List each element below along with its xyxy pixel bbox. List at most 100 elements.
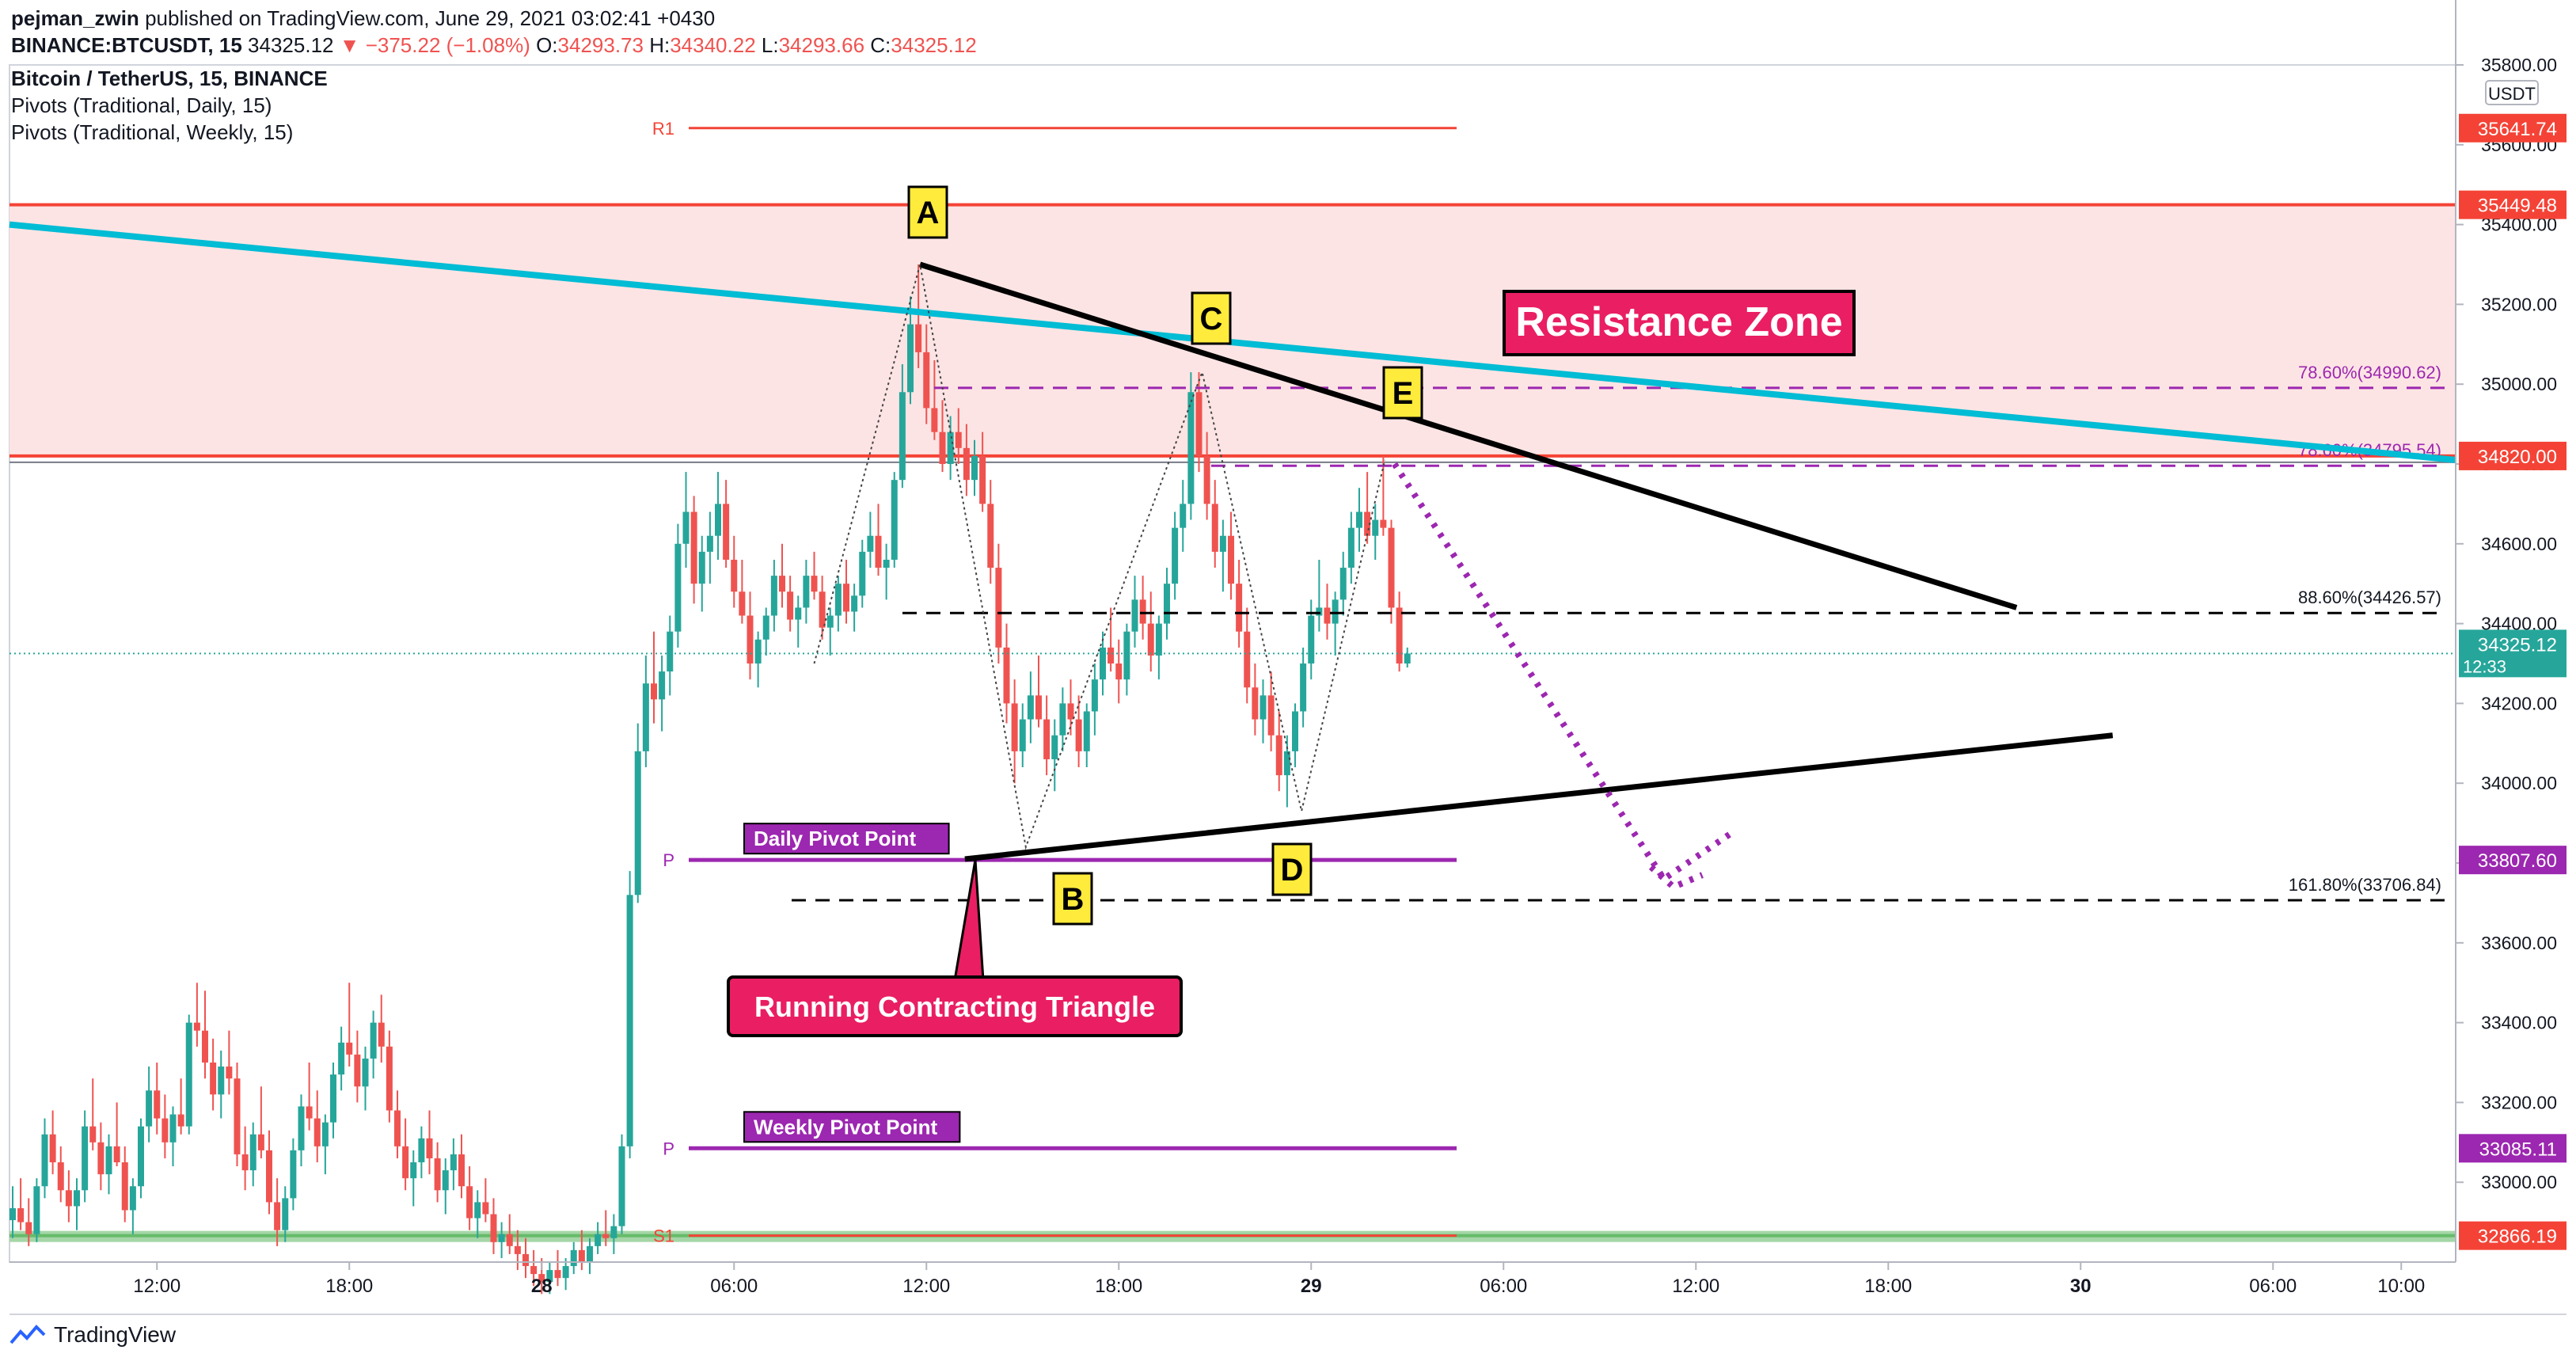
candle-body [290,1150,297,1199]
resistance-zone-callout: Resistance Zone [1515,299,1842,345]
candle-body [1108,647,1115,663]
candle-body [859,551,866,596]
pivot-name: S1 [653,1226,674,1246]
candle-body [25,1222,32,1234]
price-badge-label: 35641.74 [2478,119,2557,140]
fib-level-label: 88.60%(34426.57) [2298,587,2441,607]
wave-path [813,264,1386,850]
price-tick-label: 35200.00 [2481,294,2557,314]
candle-body [121,1162,128,1211]
time-tick-label: 18:00 [325,1276,373,1297]
candle-body [1267,695,1275,736]
candle-body [690,511,697,584]
candle-body [1100,647,1106,680]
candle-body [113,1146,120,1162]
candle-body [602,1234,610,1238]
candle-body [626,895,633,1146]
candle-body [803,576,810,608]
legend-indicator-weekly-pivots[interactable]: Pivots (Traditional, Weekly, 15) [11,120,294,144]
candle-body [739,591,746,616]
descending-trendline [9,221,2456,463]
candle-body [1147,623,1154,656]
candle-body [57,1162,64,1191]
legend-indicator-daily-pivots[interactable]: Pivots (Traditional, Daily, 15) [11,93,272,117]
pivot-label: Weekly Pivot Point [754,1115,937,1139]
candle-body [819,591,826,628]
candle-body [1372,519,1379,536]
time-tick-label: 06:00 [2249,1276,2297,1297]
candle-body [1300,663,1307,712]
open-value: 34293.73 [557,33,644,57]
pivot-name: P [663,850,674,870]
time-tick-label: 29 [1301,1276,1322,1297]
candle-body [979,455,986,504]
legend-title[interactable]: Bitcoin / TetherUS, 15, BINANCE [11,67,328,90]
candle-body [1219,535,1226,552]
currency-label: USDT [2488,84,2536,104]
candle-body [1252,687,1259,720]
candle-body [105,1146,112,1175]
candle-body [434,1158,441,1191]
candle-body [987,504,994,568]
candle-body [161,1118,169,1143]
candle-body [1139,599,1146,624]
candle-body [706,535,713,552]
candle-body [947,432,954,464]
candle-body [257,1134,264,1150]
currency-box [2485,80,2539,105]
candle-body [1380,519,1387,528]
triangle-callout-box [727,975,1183,1037]
time-tick-label: 06:00 [1480,1276,1527,1297]
candle-body [530,1266,538,1275]
close-value: 34325.12 [891,33,977,57]
chart-header: pejman_zwin published on TradingView.com… [11,5,977,146]
low-label: L: [761,33,779,57]
candle-body [1332,599,1339,624]
price-tick-label: 33400.00 [2481,1013,2557,1033]
candle-body [851,595,858,612]
candle-body [234,1078,241,1154]
last-price: 34325.12 [248,33,334,57]
candle-body [362,1058,369,1087]
close-label: C: [870,33,891,57]
tradingview-brand[interactable]: TradingView [9,1322,176,1348]
candle-body [274,1202,281,1230]
candle-body [402,1146,409,1179]
author-name[interactable]: pejman_zwin [11,6,139,30]
wave-label-box [1382,366,1423,420]
candle-body [282,1198,289,1230]
price-badge-label: 35449.48 [2478,196,2557,217]
candle-body [891,480,898,560]
tradingview-logo-icon [9,1325,46,1344]
candle-body [1236,584,1243,632]
candle-body [378,1022,385,1047]
fib-level-label: 78.60%(34990.62) [2298,363,2441,382]
candle-body [442,1170,449,1191]
candle-body [667,631,674,672]
candle-body [1115,663,1123,680]
candle-body [1083,711,1090,751]
price-change: ▼ −375.22 (−1.08%) [339,33,530,57]
candle-body [490,1214,497,1242]
candle-body [1035,695,1042,720]
candle-body [514,1245,521,1254]
candle-body [1043,719,1051,759]
candle-body [1244,631,1251,688]
time-tick-label: 18:00 [1095,1276,1142,1297]
candle-body [731,559,738,592]
candle-body [154,1090,161,1119]
candle-body [634,751,641,895]
candle-body [618,1146,625,1226]
high-value: 34340.22 [670,33,756,57]
candle-body [185,1022,192,1127]
candle-body [715,504,721,536]
candle-body [466,1186,473,1219]
candle-body [74,1190,80,1207]
time-tick-label: 10:00 [2377,1276,2425,1297]
candle-body [826,615,834,628]
candle-body [1059,703,1066,736]
candle-body [82,1126,89,1191]
candle-body [770,576,777,616]
candle-body [995,568,1002,648]
